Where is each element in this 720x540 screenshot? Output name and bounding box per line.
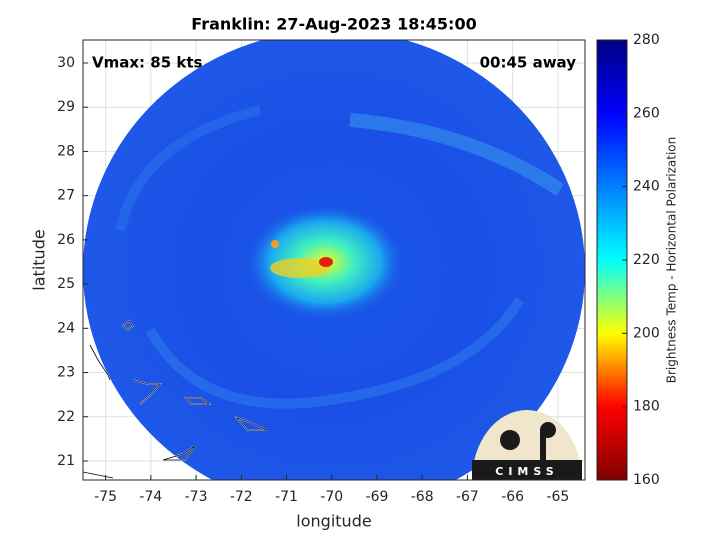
x-tick-label: -65: [546, 489, 569, 505]
x-tick-label: -75: [94, 489, 117, 505]
colorbar-tick-label: 220: [633, 252, 660, 268]
colorbar-label: Brightness Temp - Horizontal Polarizatio…: [665, 137, 679, 384]
y-axis-label: latitude: [30, 229, 49, 290]
x-tick-label: -69: [366, 489, 389, 505]
x-axis-label: longitude: [296, 512, 371, 531]
y-tick-label: 22: [57, 409, 75, 425]
colorbar-tick-label: 240: [633, 179, 660, 195]
y-tick-label: 21: [57, 453, 75, 469]
x-tick-label: -68: [411, 489, 434, 505]
y-tick-label: 27: [57, 188, 75, 204]
chart-title: Franklin: 27-Aug-2023 18:45:00: [191, 15, 476, 34]
satellite-image: [83, 40, 585, 480]
y-tick-label: 25: [57, 276, 75, 292]
y-tick-label: 29: [57, 99, 75, 115]
y-tick-label: 24: [57, 320, 75, 336]
logo-text: CIMSS: [495, 465, 558, 478]
x-tick-label: -70: [320, 489, 343, 505]
colorbar-tick-label: 260: [633, 105, 660, 121]
x-tick-label: -73: [185, 489, 208, 505]
x-tick-label: -67: [456, 489, 479, 505]
logo: CIMSS: [472, 410, 582, 480]
annotation: Vmax: 85 kts: [92, 54, 202, 72]
x-tick-label: -66: [501, 489, 524, 505]
colorbar-tick-label: 180: [633, 399, 660, 415]
y-tick-label: 30: [57, 55, 75, 71]
colorbar-tick-label: 160: [633, 472, 660, 488]
colorbar-tick-label: 200: [633, 325, 660, 341]
y-tick-label: 28: [57, 143, 75, 159]
plot-frame: [82, 39, 586, 481]
x-tick-label: -72: [230, 489, 253, 505]
y-tick-label: 26: [57, 232, 75, 248]
x-tick-label: -71: [275, 489, 298, 505]
y-tick-label: 23: [57, 365, 75, 381]
colorbar-tick-label: 280: [633, 32, 660, 48]
x-tick-label: -74: [139, 489, 162, 505]
annotation: 00:45 away: [480, 54, 577, 72]
